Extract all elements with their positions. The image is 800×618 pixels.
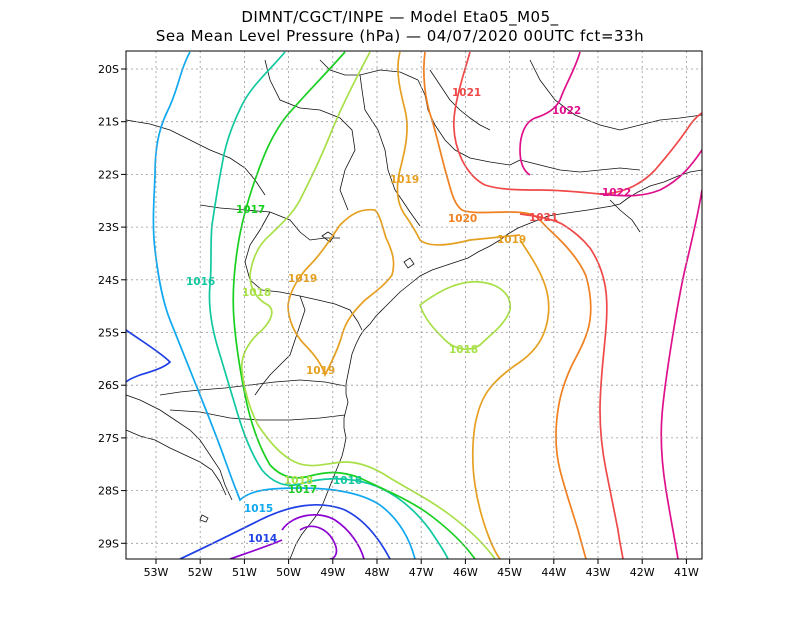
lake xyxy=(403,257,415,269)
state-border xyxy=(244,211,363,331)
lon-tick-label: 52W xyxy=(188,566,213,579)
contour-label: 1017 xyxy=(236,204,265,216)
state-border xyxy=(319,59,419,81)
contour-label: 1016 xyxy=(186,276,215,288)
lat-tick-label: 23S xyxy=(98,221,119,234)
contour-1019 xyxy=(240,51,496,559)
lon-tick-label: 51W xyxy=(232,566,257,579)
state-border xyxy=(609,199,641,233)
lat-tick-label: 20S xyxy=(98,63,119,76)
lon-tick-label: 45W xyxy=(497,566,522,579)
lon-tick-label: 53W xyxy=(144,566,169,579)
lon-tick-label: 42W xyxy=(630,566,655,579)
state-border xyxy=(254,295,306,396)
contour-label: 1019 xyxy=(497,234,526,246)
state-border xyxy=(519,159,641,173)
lat-tick-label: 21S xyxy=(98,116,119,129)
coastline xyxy=(289,169,702,559)
contour-label: 1021 xyxy=(529,212,558,224)
state-border xyxy=(199,204,340,241)
contour-1020 xyxy=(396,51,521,246)
contour-1023 xyxy=(519,51,581,176)
lat-tick-label: 29S xyxy=(98,537,119,550)
contour-1017 xyxy=(208,51,449,559)
pressure-contours xyxy=(126,51,702,559)
contour-label: 1020 xyxy=(448,213,477,225)
contour-label: 1018 xyxy=(449,344,478,356)
map-frame xyxy=(125,50,703,560)
lat-tick-label: 25S xyxy=(98,327,119,340)
state-border xyxy=(264,59,356,211)
contour-1015 xyxy=(126,329,172,383)
contour-1022 xyxy=(519,213,624,559)
coastline-borders xyxy=(126,59,702,559)
contour-1020 xyxy=(471,239,550,559)
state-border xyxy=(359,74,421,227)
contour-1021 xyxy=(423,51,592,559)
lon-tick-label: 41W xyxy=(674,566,699,579)
state-border xyxy=(159,379,346,396)
contour-1015 xyxy=(179,504,391,559)
contour-label: 1019 xyxy=(306,365,335,377)
lat-tick-label: 26S xyxy=(98,379,119,392)
contour-1014 xyxy=(229,539,283,559)
contour-1022 xyxy=(452,51,702,195)
lat-tick-label: 24S xyxy=(98,274,119,287)
contour-label: 1019 xyxy=(288,273,317,285)
contour-labels: 1021 1022 1019 1017 1020 1021 1022 1019 … xyxy=(186,87,631,545)
contour-label: 1018 xyxy=(284,475,313,487)
state-border xyxy=(126,119,266,196)
lon-tick-label: 48W xyxy=(365,566,390,579)
contour-label: 1016 xyxy=(333,475,362,487)
contour-1019 xyxy=(418,280,511,350)
lon-tick-label: 46W xyxy=(453,566,478,579)
chart-title: DIMNT/CGCT/INPE — Model Eta05_M05_ xyxy=(241,8,559,26)
graticule xyxy=(126,51,702,559)
contour-label: 1022 xyxy=(552,105,581,117)
lon-tick-label: 49W xyxy=(320,566,345,579)
contour-1020 xyxy=(287,208,395,378)
axis-ticks: 20S 21S 22S 23S 24S 25S 26S 27S 28S 29S 53W 52W 51W 5… xyxy=(98,63,699,579)
contour-label: 1015 xyxy=(244,503,273,515)
lagoon xyxy=(199,514,209,523)
state-border xyxy=(169,409,346,421)
contour-label: 1022 xyxy=(602,187,631,199)
contour-label: 1019 xyxy=(390,174,419,186)
lon-tick-label: 43W xyxy=(586,566,611,579)
lon-tick-label: 44W xyxy=(541,566,566,579)
lon-tick-label: 47W xyxy=(409,566,434,579)
state-border xyxy=(529,59,702,131)
contour-1018 xyxy=(232,51,476,559)
contour-label: 1021 xyxy=(452,87,481,99)
contour-label: 1014 xyxy=(248,533,277,545)
contour-1016 xyxy=(152,51,416,559)
lat-tick-label: 27S xyxy=(98,432,119,445)
country-border xyxy=(126,394,233,501)
lon-tick-label: 50W xyxy=(276,566,301,579)
contour-1014 xyxy=(299,525,338,559)
river xyxy=(429,69,491,131)
contour-label: 1018 xyxy=(242,287,271,299)
country-border xyxy=(126,429,227,496)
chart-subtitle: Sea Mean Level Pressure (hPa) — 04/07/20… xyxy=(155,27,645,45)
lat-tick-label: 22S xyxy=(98,168,119,181)
lake xyxy=(321,231,335,243)
lat-tick-label: 28S xyxy=(98,485,119,498)
contour-1023 xyxy=(599,149,702,197)
contour-1014 xyxy=(281,513,365,559)
contour-label: 1017 xyxy=(288,484,317,496)
contour-1023 xyxy=(660,189,702,559)
